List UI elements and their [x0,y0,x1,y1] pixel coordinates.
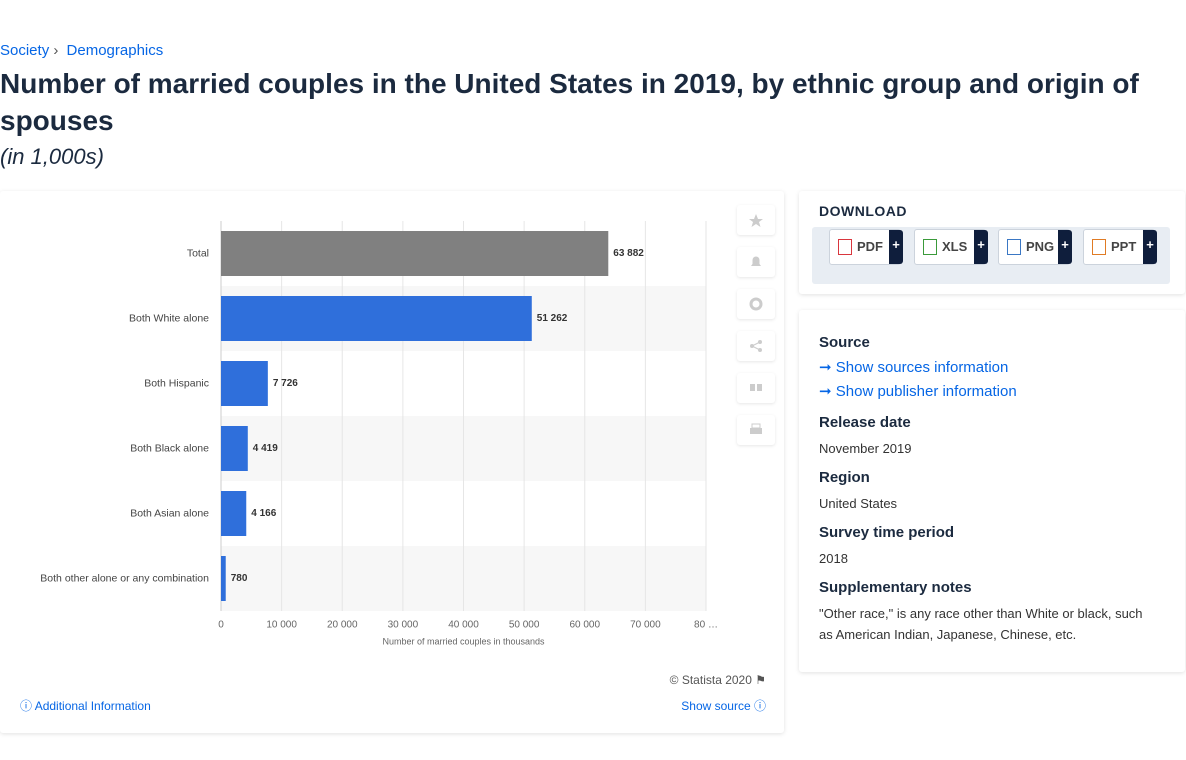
y-tick-label: Both White alone [129,312,209,324]
credit: © Statista 2020 ⚑ [669,673,766,687]
chart: 0 10 000 20 000 30 000 40 000 50 000 60 000 70 … [40,221,718,646]
y-tick-label: Both Black alone [130,442,209,454]
source-heading: Source [819,334,870,351]
y-tick-label: Both Asian alone [130,507,209,519]
detail-label: Region [819,469,870,486]
download-heading: DOWNLOAD [819,203,907,219]
chart-card: 0 10 000 20 000 30 000 40 000 50 000 60 000 70 … [0,191,784,733]
x-tick-label: 40 000 [448,620,479,631]
print-button[interactable] [737,415,775,445]
download-button[interactable]: PNG + [998,229,1072,265]
x-tick-label: 50 000 [509,620,540,631]
x-tick-label: 0 [218,620,224,631]
data-label: 4 419 [253,443,278,454]
title: Number of married couples in the United … [0,68,1139,136]
favorite-button[interactable] [737,205,775,235]
button-label: PPT [1111,239,1137,254]
button-label: PDF [857,239,883,254]
file-icon [923,239,937,255]
detail-label: Release date [819,414,911,431]
breadcrumb-link[interactable]: Society [0,42,50,59]
plus-sign: + [889,230,903,264]
detail-value: 2018 [819,551,848,566]
x-tick-label: 70 000 [630,620,661,631]
plus-sign: + [1143,230,1157,264]
x-tick-label: 80 … [694,620,718,631]
detail-value: "Other race," is any race other than Whi… [819,606,1143,642]
details-card: Source ➞ Show sources information ➞ Show… [799,310,1185,672]
additional-info-link[interactable]: ⓘ Additional Information [20,699,151,713]
bar [221,556,226,601]
cite-button[interactable] [737,373,775,403]
x-tick-label: 30 000 [388,620,419,631]
share-button[interactable] [737,331,775,361]
download-button[interactable]: PDF + [829,229,903,265]
alert-button[interactable] [737,247,775,277]
breadcrumb: Society › Demographics [0,42,164,59]
download-button[interactable]: PPT + [1083,229,1157,265]
bar [221,296,532,341]
x-tick-label: 20 000 [327,620,358,631]
data-label: 63 882 [613,248,644,259]
button-label: PNG [1026,239,1055,254]
breadcrumb-link[interactable]: Demographics [66,42,164,59]
detail-value: November 2019 [819,441,912,456]
bar [221,231,609,276]
detail-value: United States [819,496,898,511]
settings-button[interactable] [737,289,775,319]
bar [221,491,247,536]
download-card: DOWNLOAD PDF + XLS + PNG + PPT + [799,191,1185,294]
source-link[interactable]: ➞ Show sources information [819,359,1009,376]
data-label: 780 [231,573,248,584]
show-source-link[interactable]: Show source ⓘ [681,699,766,713]
download-button[interactable]: XLS + [914,229,988,265]
bar [221,426,248,471]
plus-sign: + [1058,230,1072,264]
x-tick-label: 10 000 [266,620,297,631]
file-icon [1007,239,1021,255]
file-icon [838,239,852,255]
y-tick-label: Total [187,247,209,259]
button-label: XLS [942,239,968,254]
publisher-link[interactable]: ➞ Show publisher information [819,383,1017,400]
file-icon [1092,239,1106,255]
x-axis-title: Number of married couples in thousands [382,636,545,646]
data-label: 51 262 [537,313,568,324]
bar [221,361,268,406]
x-tick-label: 60 000 [569,620,600,631]
detail-label: Supplementary notes [819,579,972,596]
subtitle: (in 1,000s) [0,144,104,169]
detail-label: Survey time period [819,524,955,541]
plus-sign: + [974,230,988,264]
y-tick-label: Both other alone or any combination [40,572,209,584]
data-label: 4 166 [251,508,276,519]
y-tick-label: Both Hispanic [144,377,209,389]
data-label: 7 726 [273,378,298,389]
